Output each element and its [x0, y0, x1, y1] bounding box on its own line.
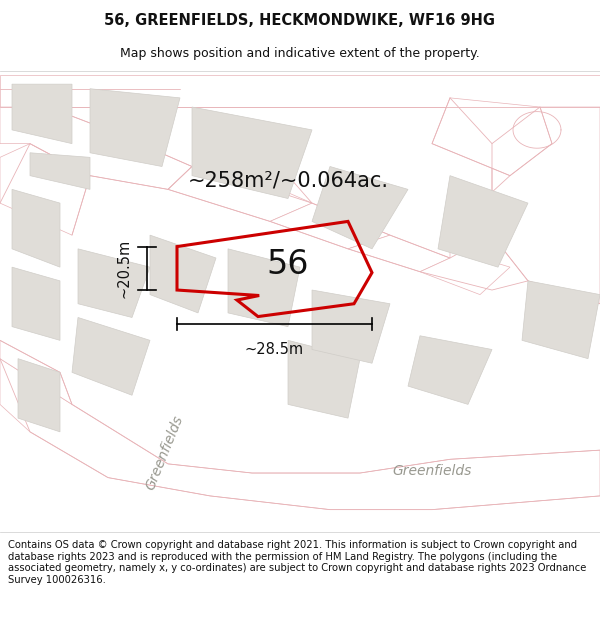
Polygon shape	[168, 166, 312, 221]
Polygon shape	[0, 107, 192, 189]
Polygon shape	[228, 249, 300, 327]
Text: 56: 56	[267, 248, 309, 281]
Text: ~20.5m: ~20.5m	[117, 239, 132, 298]
Text: Map shows position and indicative extent of the property.: Map shows position and indicative extent…	[120, 48, 480, 61]
Polygon shape	[18, 359, 60, 432]
Polygon shape	[312, 166, 408, 249]
Text: Greenfields: Greenfields	[392, 464, 472, 478]
Polygon shape	[30, 152, 90, 189]
Polygon shape	[12, 267, 60, 341]
Polygon shape	[12, 84, 72, 144]
Polygon shape	[348, 235, 450, 272]
Polygon shape	[522, 281, 600, 359]
Text: Greenfields: Greenfields	[143, 413, 187, 492]
Polygon shape	[0, 75, 600, 107]
Polygon shape	[0, 359, 600, 509]
Text: Contains OS data © Crown copyright and database right 2021. This information is : Contains OS data © Crown copyright and d…	[8, 540, 587, 585]
Polygon shape	[12, 189, 60, 267]
Polygon shape	[72, 318, 150, 395]
Polygon shape	[0, 341, 72, 404]
Polygon shape	[432, 98, 552, 176]
Polygon shape	[438, 176, 528, 267]
Polygon shape	[492, 107, 600, 304]
Polygon shape	[270, 203, 390, 249]
Polygon shape	[192, 107, 312, 199]
Text: 56, GREENFIELDS, HECKMONDWIKE, WF16 9HG: 56, GREENFIELDS, HECKMONDWIKE, WF16 9HG	[104, 12, 496, 28]
Polygon shape	[420, 249, 510, 294]
Text: ~258m²/~0.064ac.: ~258m²/~0.064ac.	[187, 170, 389, 190]
Polygon shape	[408, 336, 492, 404]
Polygon shape	[150, 235, 216, 313]
Text: ~28.5m: ~28.5m	[245, 342, 304, 357]
Polygon shape	[90, 89, 180, 166]
Polygon shape	[288, 341, 360, 418]
Polygon shape	[78, 249, 150, 318]
Polygon shape	[312, 290, 390, 363]
Polygon shape	[0, 144, 90, 235]
